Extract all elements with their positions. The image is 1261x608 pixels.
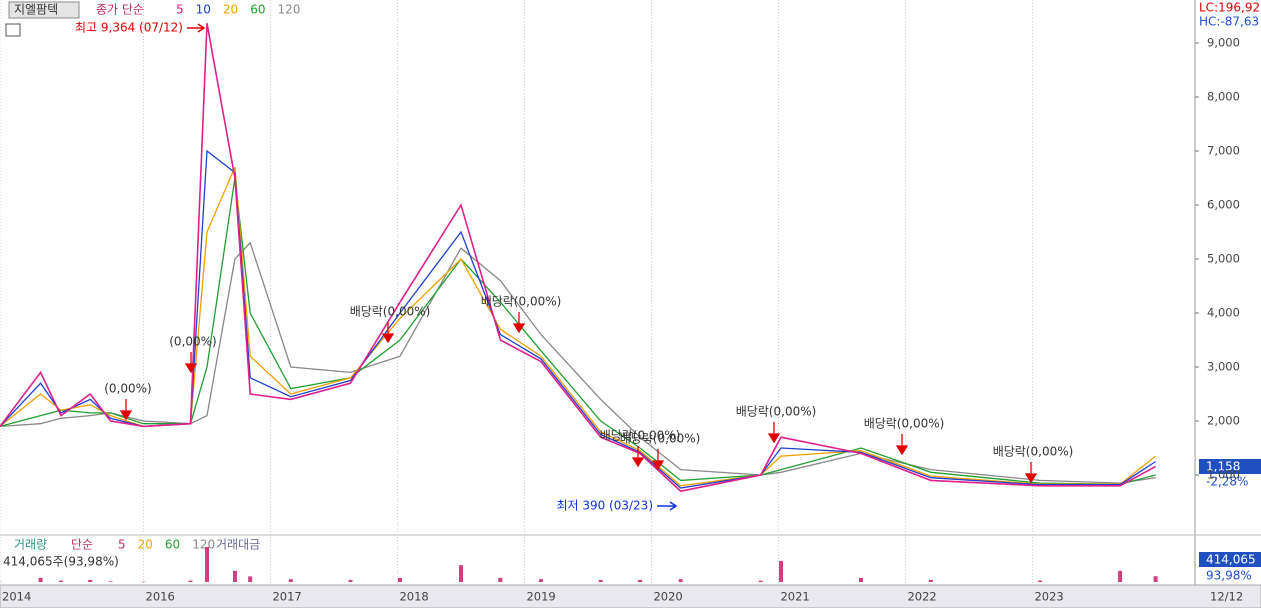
x-tick-label: 2019 xyxy=(526,590,555,604)
dividend-arrow xyxy=(895,434,909,456)
price-legend-prefix: 종가 단순 xyxy=(96,3,144,17)
last-change: -2,28% xyxy=(1206,475,1248,489)
annotation: 배당락(0,00%) xyxy=(481,295,562,309)
y-tick-label: 7,000 xyxy=(1207,143,1240,157)
x-tick-label: 2014 xyxy=(2,590,31,604)
volume-bar xyxy=(859,577,864,582)
dividend-arrow xyxy=(1024,462,1038,484)
annotation: 배당락(0,00%) xyxy=(993,445,1074,459)
volume-bar xyxy=(58,580,63,582)
volume-bar xyxy=(188,580,193,582)
legend-entry: 20 xyxy=(223,3,238,17)
x-tick-label: 2023 xyxy=(1034,590,1063,604)
dividend-arrow xyxy=(512,312,526,334)
legend-entry: 10 xyxy=(196,3,211,17)
last-volume-ratio: 93,98% xyxy=(1206,569,1252,583)
stock-name: 지엘팜텍 xyxy=(14,3,58,17)
volume-info: 414,065주(93,98%) xyxy=(3,555,119,569)
volume-bar xyxy=(598,579,603,582)
legend-entry: 60 xyxy=(250,3,265,17)
ma-line xyxy=(0,23,1156,493)
volume-bar xyxy=(678,579,683,582)
annotation: 배당락(0,00%) xyxy=(600,429,681,443)
annotation: 배당락(0,00%) xyxy=(864,417,945,431)
y-tick-label: 3,000 xyxy=(1207,359,1240,373)
volume-title: 거래량 xyxy=(14,538,47,552)
volume-bar xyxy=(928,579,933,582)
name-box xyxy=(8,1,80,19)
x-axis-bar xyxy=(0,584,1261,608)
annotation: 최고 9,364 (07/12) xyxy=(75,21,183,35)
dividend-arrow xyxy=(651,449,665,471)
volume-bar xyxy=(1118,570,1123,582)
annotation: 최저 390 (03/23) xyxy=(556,499,653,513)
dividend-arrow xyxy=(767,422,781,444)
legend-entry: 120 xyxy=(277,3,300,17)
last-volume-box xyxy=(1199,552,1261,567)
volume-bar xyxy=(204,547,209,582)
volume-bar xyxy=(108,581,113,582)
dividend-arrow xyxy=(184,352,198,374)
annotation: (0,00%) xyxy=(104,382,151,396)
volume-extra: 거래대금 xyxy=(216,538,260,552)
x-tick-label: 2020 xyxy=(653,590,682,604)
volume-bar xyxy=(458,565,463,582)
volume-bar xyxy=(538,579,543,582)
volume-legend-entry: 120 xyxy=(192,538,215,552)
y-tick-label: 6,000 xyxy=(1207,197,1240,211)
dividend-arrow xyxy=(119,399,133,421)
annotation: (0,00%) xyxy=(169,335,216,349)
y-tick-label: 2,000 xyxy=(1207,413,1240,427)
last-volume: 414,065 xyxy=(1206,553,1256,567)
y-tick-label: 9,000 xyxy=(1207,35,1240,49)
volume-bar xyxy=(88,579,93,582)
x-tick-label: 2016 xyxy=(146,590,175,604)
last-price-box xyxy=(1199,459,1261,474)
volume-legend-prefix: 단순 xyxy=(71,538,93,552)
volume-legend-entry: 20 xyxy=(138,538,153,552)
annotation-arrow xyxy=(657,501,678,511)
dividend-arrow xyxy=(381,322,395,344)
last-price: 1,158 xyxy=(1206,460,1240,474)
annotation: 배당락(0,00%) xyxy=(350,305,431,319)
volume-bar xyxy=(638,579,643,582)
y-tick-label: 8,000 xyxy=(1207,89,1240,103)
volume-bar xyxy=(232,570,237,582)
volume-bar xyxy=(758,580,763,582)
volume-bar xyxy=(348,579,353,582)
volume-bar xyxy=(498,577,503,582)
y-tick-label: 1,000 xyxy=(1207,468,1240,482)
lc: LC:196,92 xyxy=(1199,1,1260,15)
x-tick-label: 2021 xyxy=(780,590,809,604)
volume-legend-entry: 60 xyxy=(165,538,180,552)
volume-legend-entry: 5 xyxy=(118,538,126,552)
x-tick-label: 2018 xyxy=(399,590,428,604)
volume-bar xyxy=(248,576,253,582)
annotation: 배당락(0,00%) xyxy=(736,405,817,419)
table-icon xyxy=(5,23,21,37)
volume-bar xyxy=(38,577,43,582)
volume-bar xyxy=(1038,580,1043,582)
legend-entry: 5 xyxy=(176,3,184,17)
volume-bar xyxy=(779,561,784,582)
annotation: 배당락(0,00%) xyxy=(620,432,701,446)
dividend-arrow xyxy=(631,446,645,468)
y-tick-label: 5,000 xyxy=(1207,251,1240,265)
x-tick-label: 2022 xyxy=(907,590,936,604)
volume-bar xyxy=(288,579,293,582)
y-tick-label: 4,000 xyxy=(1207,305,1240,319)
volume-bar xyxy=(398,577,403,582)
annotation-arrow xyxy=(187,23,206,33)
last-date: 12/12 xyxy=(1210,590,1243,604)
hc: HC:-87,63 xyxy=(1199,15,1259,29)
volume-bar xyxy=(1153,576,1158,582)
ma-line xyxy=(0,149,1156,489)
x-tick-label: 2017 xyxy=(272,590,301,604)
